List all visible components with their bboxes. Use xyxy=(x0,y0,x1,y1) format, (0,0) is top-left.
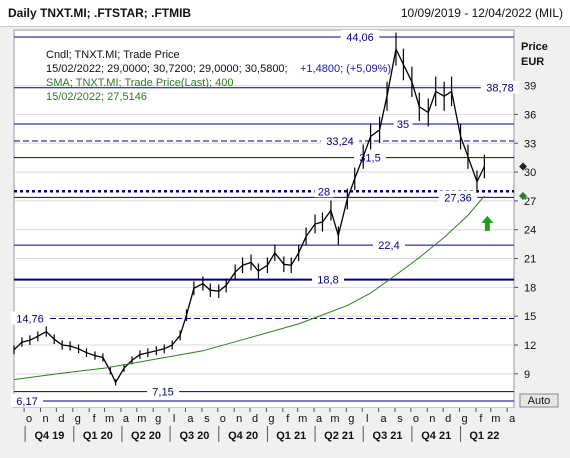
level-label: 18,8 xyxy=(317,275,338,287)
x-month-label: d xyxy=(445,413,451,425)
y-tick-label: 12 xyxy=(524,340,536,352)
x-month-label: a xyxy=(187,413,194,425)
x-quarter-label: Q1 20 xyxy=(83,430,113,442)
x-quarter-label: Q3 20 xyxy=(179,430,209,442)
x-month-label: a xyxy=(316,413,323,425)
legend-sma-values: 15/02/2022; 27,5146 xyxy=(46,91,147,103)
x-month-label: d xyxy=(58,413,64,425)
x-month-label: l xyxy=(366,413,368,425)
x-axis-area xyxy=(0,408,570,458)
y-tick-label: 30 xyxy=(524,167,536,179)
level-label: 27,36 xyxy=(444,192,472,204)
x-month-label: g xyxy=(268,413,274,425)
x-month-label: g xyxy=(461,413,467,425)
legend-candle-change: +1,4800; (+5,09%) xyxy=(300,63,391,75)
level-label-bg xyxy=(373,238,405,252)
sma-series-line xyxy=(13,195,485,381)
x-month-label: a xyxy=(381,413,388,425)
x-month-label: d xyxy=(252,413,258,425)
price-series-line xyxy=(13,47,485,384)
legend-sma-label: SMA; TNXT.MI; Trade Price(Last); 400 xyxy=(46,77,233,89)
x-month-label: m xyxy=(105,413,114,425)
x-quarter-label: Q2 21 xyxy=(324,430,354,442)
y-unit-label: EUR xyxy=(521,56,544,68)
x-month-label: f xyxy=(93,413,97,425)
x-month-label: s xyxy=(397,413,403,425)
x-month-label: s xyxy=(204,413,210,425)
x-month-label: f xyxy=(286,413,290,425)
x-month-label: o xyxy=(26,413,32,425)
level-label: 31,5 xyxy=(359,153,380,165)
legend-candle-label: Cndl; TNXT.MI; Trade Price xyxy=(46,49,180,61)
level-label: 35 xyxy=(397,119,409,131)
x-month-label: m xyxy=(137,413,146,425)
level-label: 14,76 xyxy=(16,313,44,325)
title-bar: Daily TNXT.MI; .FTSTAR; .FTMIB 10/09/201… xyxy=(0,0,570,27)
level-label-bg xyxy=(438,190,478,204)
x-month-label: l xyxy=(173,413,175,425)
level-label-bg xyxy=(320,133,360,147)
x-quarter-label: Q1 21 xyxy=(276,430,306,442)
y-tick-label: 36 xyxy=(524,109,536,121)
y-tick-label: 33 xyxy=(524,138,536,150)
date-range: 10/09/2019 - 12/04/2022 (MIL) xyxy=(400,6,563,20)
y-tick-label: 9 xyxy=(524,369,530,381)
x-month-label: o xyxy=(220,413,226,425)
x-month-label: n xyxy=(236,413,242,425)
level-label: 33,24 xyxy=(326,136,354,148)
level-label-bg xyxy=(312,272,344,286)
level-label-bg xyxy=(11,394,43,407)
level-label-bg xyxy=(10,311,50,325)
level-label: 28 xyxy=(318,186,330,198)
level-label-bg xyxy=(147,384,179,398)
x-month-label: g xyxy=(75,413,81,425)
y-unit-label: Price xyxy=(521,41,548,53)
sma-last-marker xyxy=(519,191,527,200)
level-label-bg xyxy=(340,30,380,43)
x-month-label: g xyxy=(155,413,161,425)
legend-candle-values: 15/02/2022; 29,0000; 30,7200; 29,0000; 3… xyxy=(46,63,288,75)
auto-button-label: Auto xyxy=(528,395,551,407)
x-quarter-label: Q3 21 xyxy=(373,430,403,442)
y-tick-label: 15 xyxy=(524,311,536,323)
level-label: 44,06 xyxy=(346,32,374,44)
x-month-label: a xyxy=(123,413,130,425)
x-month-label: n xyxy=(429,413,435,425)
x-month-label: f xyxy=(479,413,483,425)
x-quarter-label: Q4 20 xyxy=(228,430,258,442)
y-tick-label: 18 xyxy=(524,282,536,294)
x-quarter-label: Q2 20 xyxy=(131,430,161,442)
level-label: 22,4 xyxy=(378,240,399,252)
chart-title: Daily TNXT.MI; .FTSTAR; .FTMIB xyxy=(8,6,192,20)
y-tick-label: 24 xyxy=(524,225,536,237)
x-month-label: m xyxy=(298,413,307,425)
x-quarter-label: Q4 19 xyxy=(34,430,64,442)
x-month-label: g xyxy=(348,413,354,425)
level-label: 38,78 xyxy=(486,83,514,95)
x-month-label: n xyxy=(42,413,48,425)
last-price-marker xyxy=(519,162,527,171)
y-tick-label: 27 xyxy=(524,196,536,208)
x-quarter-label: Q4 21 xyxy=(421,430,451,442)
x-month-label: m xyxy=(491,413,500,425)
x-month-label: o xyxy=(413,413,419,425)
auto-button[interactable] xyxy=(519,393,559,408)
level-label-bg xyxy=(480,80,520,94)
x-quarter-label: Q1 22 xyxy=(469,430,499,442)
y-tick-label: 39 xyxy=(524,81,536,93)
level-label: 7,15 xyxy=(152,387,173,399)
x-month-label: m xyxy=(330,413,339,425)
level-label-bg xyxy=(314,184,334,198)
x-month-label: a xyxy=(509,413,516,425)
level-label: 6,17 xyxy=(16,396,37,408)
level-label-bg xyxy=(393,117,413,131)
y-tick-label: 21 xyxy=(524,254,536,266)
arrow-up-icon xyxy=(481,215,494,231)
